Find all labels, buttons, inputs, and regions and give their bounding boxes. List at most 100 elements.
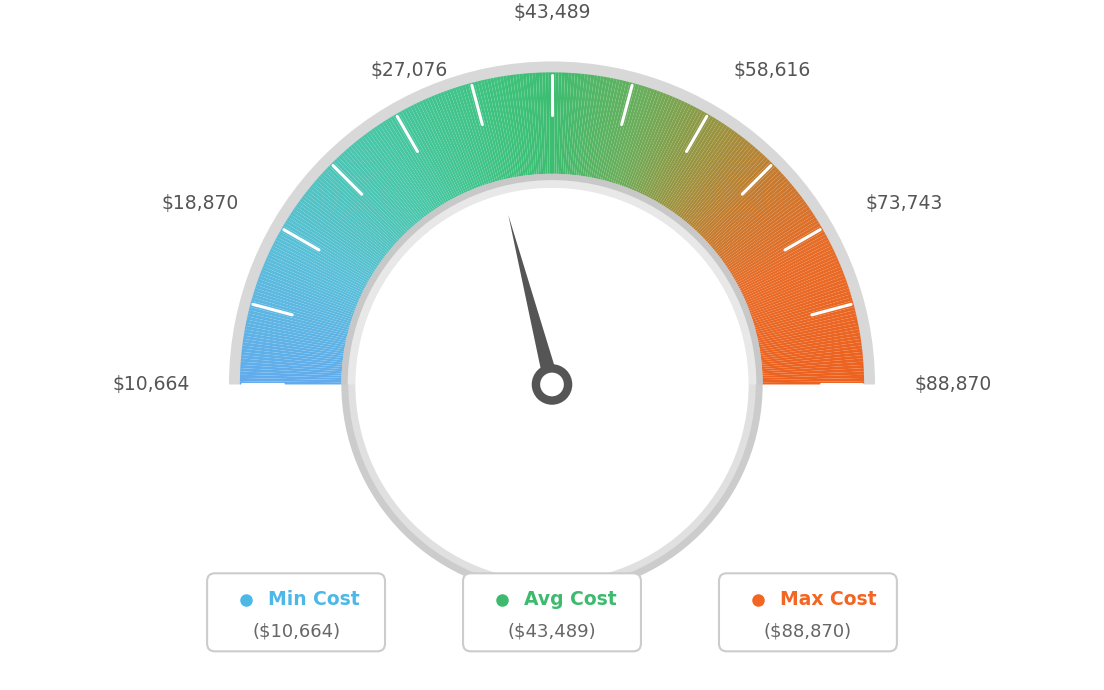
Wedge shape [282, 226, 383, 286]
Wedge shape [443, 91, 486, 200]
Circle shape [349, 181, 755, 588]
Wedge shape [679, 146, 756, 235]
Wedge shape [721, 226, 822, 286]
Wedge shape [348, 146, 425, 235]
Wedge shape [745, 329, 860, 352]
Wedge shape [741, 297, 852, 332]
Wedge shape [284, 223, 384, 284]
Circle shape [355, 188, 749, 581]
Wedge shape [645, 110, 702, 212]
Wedge shape [749, 375, 864, 380]
Circle shape [357, 189, 747, 580]
Wedge shape [605, 84, 639, 196]
Wedge shape [329, 164, 413, 247]
Wedge shape [726, 240, 830, 295]
Wedge shape [365, 132, 436, 226]
Wedge shape [700, 178, 788, 256]
Wedge shape [503, 76, 523, 190]
Wedge shape [569, 73, 582, 188]
Text: $58,616: $58,616 [733, 61, 810, 81]
Wedge shape [571, 74, 585, 189]
Wedge shape [564, 73, 575, 188]
Wedge shape [268, 252, 374, 303]
Wedge shape [644, 108, 700, 211]
Wedge shape [639, 105, 693, 209]
Wedge shape [331, 161, 414, 246]
Wedge shape [259, 273, 369, 316]
Wedge shape [247, 313, 361, 342]
Wedge shape [264, 261, 372, 308]
Text: $10,664: $10,664 [113, 375, 190, 394]
Wedge shape [517, 74, 531, 189]
Wedge shape [731, 255, 837, 304]
Wedge shape [701, 181, 790, 257]
Text: ($43,489): ($43,489) [508, 622, 596, 640]
Wedge shape [380, 123, 445, 221]
Wedge shape [500, 76, 521, 190]
Wedge shape [263, 264, 371, 310]
Wedge shape [585, 77, 607, 191]
Wedge shape [411, 105, 465, 209]
Wedge shape [258, 276, 368, 318]
Wedge shape [325, 168, 410, 250]
Wedge shape [250, 304, 362, 335]
Wedge shape [275, 237, 379, 293]
Wedge shape [256, 282, 367, 322]
Wedge shape [273, 243, 376, 297]
Wedge shape [304, 193, 396, 266]
Wedge shape [698, 176, 786, 255]
Wedge shape [240, 381, 355, 384]
Wedge shape [749, 378, 864, 382]
Wedge shape [601, 82, 633, 195]
Wedge shape [399, 111, 457, 213]
Wedge shape [560, 72, 569, 188]
Wedge shape [261, 270, 369, 314]
Wedge shape [713, 206, 810, 274]
Wedge shape [631, 99, 682, 206]
Wedge shape [290, 212, 389, 277]
Wedge shape [311, 183, 402, 259]
Text: Max Cost: Max Cost [779, 591, 877, 609]
Wedge shape [712, 204, 808, 273]
Wedge shape [661, 124, 728, 222]
Wedge shape [428, 97, 476, 204]
Wedge shape [242, 346, 357, 362]
Wedge shape [333, 159, 416, 244]
Wedge shape [285, 220, 385, 283]
Wedge shape [630, 98, 679, 205]
Wedge shape [556, 72, 562, 188]
Wedge shape [510, 75, 528, 190]
Wedge shape [453, 88, 491, 198]
Wedge shape [708, 193, 800, 266]
Wedge shape [243, 339, 358, 358]
Wedge shape [314, 181, 403, 257]
Wedge shape [641, 106, 697, 210]
Wedge shape [613, 88, 651, 198]
Wedge shape [393, 114, 454, 215]
Wedge shape [253, 294, 363, 330]
Wedge shape [746, 333, 860, 354]
Wedge shape [552, 72, 555, 188]
Wedge shape [343, 150, 422, 238]
Wedge shape [296, 204, 392, 273]
Wedge shape [749, 365, 863, 374]
Wedge shape [728, 243, 831, 297]
Wedge shape [715, 212, 814, 277]
Wedge shape [371, 128, 439, 224]
Wedge shape [416, 102, 468, 208]
Wedge shape [736, 276, 846, 318]
Wedge shape [241, 365, 355, 374]
Wedge shape [724, 234, 827, 292]
Circle shape [341, 174, 763, 595]
Wedge shape [243, 335, 358, 356]
Wedge shape [749, 381, 864, 384]
Text: $73,743: $73,743 [866, 194, 943, 213]
Wedge shape [257, 279, 367, 319]
Wedge shape [562, 72, 572, 188]
Text: ($10,664): ($10,664) [252, 622, 340, 640]
Wedge shape [716, 215, 816, 279]
Wedge shape [465, 84, 499, 196]
Wedge shape [723, 231, 826, 290]
Wedge shape [490, 78, 516, 192]
Wedge shape [665, 128, 733, 224]
